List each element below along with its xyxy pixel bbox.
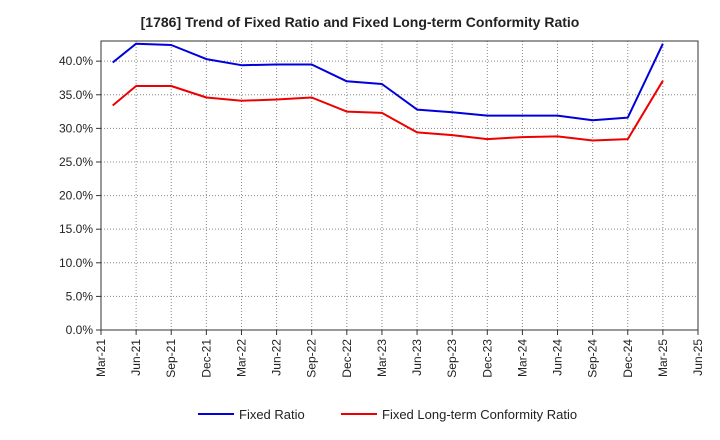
- x-tick-label: Sep-21: [164, 339, 178, 378]
- y-tick-label: 25.0%: [59, 155, 93, 169]
- x-tick-label: Dec-21: [199, 339, 213, 378]
- x-tick-label: Jun-23: [410, 339, 424, 376]
- y-tick-label: 30.0%: [59, 121, 93, 135]
- grid-layer: [100, 41, 699, 331]
- x-tick-label: Dec-24: [621, 339, 635, 378]
- y-tick-label: 35.0%: [59, 88, 93, 102]
- x-tick-label: Dec-23: [480, 339, 494, 378]
- y-tick-label: 15.0%: [59, 222, 93, 236]
- series-line-2: [112, 80, 664, 142]
- y-tick-label: 0.0%: [66, 323, 94, 337]
- x-tick-label: Jun-22: [270, 339, 284, 376]
- x-tick-label: Mar-23: [375, 339, 389, 377]
- x-tick-label: Sep-24: [586, 339, 600, 378]
- y-axis: 0.0% 5.0% 10.0% 15.0% 20.0% 25.0% 30.0% 35.0% 40…: [59, 54, 101, 337]
- y-tick-label: 10.0%: [59, 256, 93, 270]
- series-layer: [112, 42, 664, 142]
- x-tick-label: Jun-25: [691, 339, 705, 376]
- x-axis: Mar-21 Jun-21 Sep-21 Dec-21 Mar-22 Jun-22 Sep-…: [94, 330, 705, 378]
- x-tick-label: Mar-24: [515, 339, 529, 377]
- y-tick-label: 40.0%: [59, 54, 93, 68]
- legend-label-1: Fixed Ratio: [239, 407, 305, 422]
- chart-title: [1786] Trend of Fixed Ratio and Fixed Lo…: [140, 14, 580, 30]
- x-tick-label: Mar-22: [234, 339, 248, 377]
- x-tick-label: Mar-25: [656, 339, 670, 377]
- x-tick-label: Sep-23: [445, 339, 459, 378]
- x-tick-label: Mar-21: [94, 339, 108, 377]
- y-tick-label: 20.0%: [59, 189, 93, 203]
- x-tick-label: Sep-22: [305, 339, 319, 378]
- x-tick-label: Jun-21: [129, 339, 143, 376]
- series-line-1: [112, 42, 664, 122]
- plot-frame: [100, 40, 699, 331]
- x-tick-label: Dec-22: [340, 339, 354, 378]
- legend: Fixed Ratio Fixed Long-term Conformity Ra…: [198, 407, 577, 422]
- y-tick-label: 5.0%: [66, 289, 94, 303]
- x-tick-label: Jun-24: [551, 339, 565, 376]
- legend-label-2: Fixed Long-term Conformity Ratio: [382, 407, 577, 422]
